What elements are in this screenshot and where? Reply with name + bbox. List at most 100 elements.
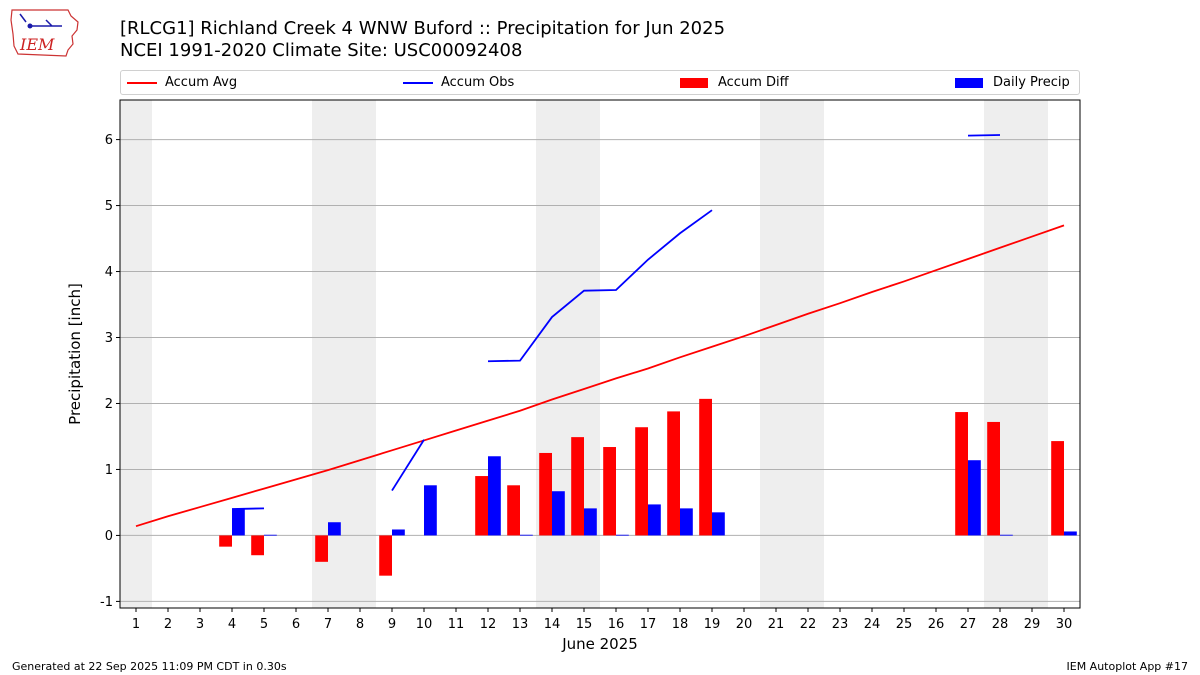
x-tick-label: 26 (928, 617, 945, 632)
daily-precip-bar (616, 534, 629, 536)
x-tick-label: 25 (896, 617, 913, 632)
daily-precip-bar (1064, 531, 1077, 536)
accum-obs-line (967, 134, 1001, 137)
accum-diff-bar (955, 412, 968, 536)
legend-swatch-accum-avg (127, 82, 157, 84)
weather-icon (19, 13, 62, 27)
accum-diff-bar (507, 485, 520, 536)
accum-diff-bar (219, 535, 232, 547)
iowa-outline-shape (10, 9, 79, 57)
weekend-band (536, 100, 600, 608)
accum-diff-bar (571, 437, 584, 536)
accum-obs-line (231, 507, 265, 510)
chart-subtitle: NCEI 1991-2020 Climate Site: USC00092408 (120, 40, 523, 61)
weekend-shading (120, 100, 1048, 608)
accum-diff-bar (251, 535, 264, 556)
x-tick-label: 7 (324, 617, 332, 632)
daily-precip-bars (232, 456, 1077, 536)
daily-precip-bar (264, 534, 277, 536)
y-axis-ticks: -1 0 1 2 3 4 5 6 (100, 133, 120, 610)
x-tick-label: 6 (292, 617, 300, 632)
weekend-band (984, 100, 1048, 608)
daily-precip-bar (712, 512, 725, 536)
daily-precip-bar (680, 508, 693, 536)
daily-precip-bar (552, 491, 565, 536)
app-credit: IEM Autoplot App #17 (1066, 660, 1189, 673)
x-tick-label: 13 (512, 617, 529, 632)
x-tick-label: 14 (544, 617, 561, 632)
chart-title: [RLCG1] Richland Creek 4 WNW Buford :: P… (120, 18, 726, 39)
x-tick-label: 29 (1024, 617, 1041, 632)
generated-timestamp: Generated at 22 Sep 2025 11:09 PM CDT in… (12, 660, 287, 673)
y-tick-label: 0 (105, 529, 113, 544)
weather-icon-dot (27, 23, 33, 29)
x-tick-label: 8 (356, 617, 364, 632)
x-tick-label: 23 (832, 617, 849, 632)
y-tick-label: 1 (105, 463, 113, 478)
y-axis-label: Precipitation [inch] (66, 283, 84, 425)
legend-swatch-accum-obs (403, 82, 433, 84)
accum-avg-series (135, 224, 1065, 528)
daily-precip-bar (968, 460, 981, 536)
x-axis-label: June 2025 (561, 635, 638, 653)
daily-precip-bar (424, 485, 437, 536)
legend-label: Accum Diff (718, 75, 789, 90)
x-tick-label: 21 (768, 617, 785, 632)
x-tick-label: 10 (416, 617, 433, 632)
accum-diff-bar (987, 421, 1000, 536)
y-tick-label: 6 (105, 133, 113, 148)
legend-label: Daily Precip (993, 75, 1070, 90)
accum-diff-bar (379, 535, 392, 576)
accum-diff-bar (603, 447, 616, 536)
x-tick-label: 9 (388, 617, 396, 632)
plot-frame (119, 99, 1081, 609)
x-tick-label: 15 (576, 617, 593, 632)
x-tick-label: 1 (132, 617, 140, 632)
x-tick-label: 12 (480, 617, 497, 632)
daily-precip-bar (232, 509, 245, 536)
daily-precip-bar (648, 504, 661, 536)
x-tick-label: 20 (736, 617, 753, 632)
weekend-band (312, 100, 376, 608)
x-tick-label: 30 (1056, 617, 1073, 632)
x-axis-ticks: 1 2 3 4 5 6 7 8 9 10 11 12 13 14 15 16 17 18 19 20 21 22 23 24 2… (132, 608, 1072, 632)
x-tick-label: 11 (448, 617, 465, 632)
chart-legend: Accum Avg Accum Obs Accum Diff Daily Pre… (120, 70, 1080, 95)
legend-label: Accum Avg (165, 75, 238, 90)
x-tick-label: 19 (704, 617, 721, 632)
weekend-band (120, 100, 152, 608)
daily-precip-bar (392, 529, 405, 536)
accum-avg-line (135, 224, 1065, 528)
x-tick-label: 5 (260, 617, 268, 632)
accum-diff-bar (667, 411, 680, 536)
x-tick-label: 4 (228, 617, 236, 632)
daily-precip-bar (488, 456, 501, 536)
x-tick-label: 28 (992, 617, 1009, 632)
daily-precip-bar (328, 522, 341, 536)
x-tick-label: 17 (640, 617, 657, 632)
x-tick-label: 2 (164, 617, 172, 632)
accum-diff-bar (1051, 441, 1064, 536)
accum-diff-bar (635, 427, 648, 536)
accum-diff-bars (219, 398, 1064, 576)
x-tick-label: 16 (608, 617, 625, 632)
accum-diff-bar (699, 398, 712, 536)
y-tick-label: 2 (105, 397, 113, 412)
y-tick-label: 3 (105, 331, 113, 346)
y-tick-label: 4 (105, 265, 113, 280)
x-tick-label: 27 (960, 617, 977, 632)
x-tick-label: 3 (196, 617, 204, 632)
iem-logo: IEM (10, 9, 79, 57)
accum-diff-bar (475, 476, 488, 536)
legend-label: Accum Obs (441, 75, 515, 90)
weekend-band (760, 100, 824, 608)
y-tick-label: -1 (100, 595, 113, 610)
daily-precip-bar (1000, 534, 1013, 536)
legend-swatch-daily-precip (955, 78, 983, 88)
x-tick-label: 24 (864, 617, 881, 632)
accum-diff-bar (539, 452, 552, 536)
legend-swatch-accum-diff (680, 78, 708, 88)
accum-obs-line (391, 439, 425, 492)
y-tick-label: 5 (105, 199, 113, 214)
daily-precip-bar (584, 508, 597, 536)
